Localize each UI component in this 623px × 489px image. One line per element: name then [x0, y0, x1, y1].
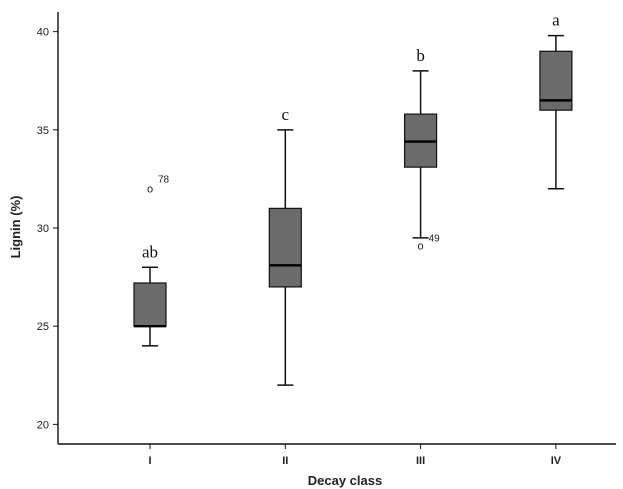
- significance-letter: c: [282, 105, 290, 124]
- x-tick-label: IV: [551, 455, 562, 467]
- y-tick-label: 30: [37, 223, 49, 235]
- box-group: b o 49: [404, 46, 441, 253]
- outlier-label: 49: [429, 234, 441, 245]
- iqr-box: [268, 207, 302, 288]
- significance-letter: b: [416, 46, 425, 65]
- box-group: a: [539, 11, 573, 190]
- y-tick-label: 20: [37, 419, 49, 431]
- x-tick-label: I: [148, 455, 151, 467]
- significance-letter: ab: [142, 242, 158, 261]
- box-group: c: [268, 105, 302, 386]
- y-tick-label: 35: [37, 125, 49, 137]
- y-tick-label: 40: [37, 27, 49, 39]
- outlier-label: 78: [158, 175, 170, 186]
- y-axis-title: Lignin (%): [8, 196, 23, 259]
- y-tick-label: 25: [37, 321, 49, 333]
- x-tick-label: III: [416, 455, 425, 467]
- chart-marks: ab o 78 c b o 49 a: [133, 11, 573, 386]
- x-tick-label: II: [282, 455, 288, 467]
- box-group: ab o 78: [133, 175, 170, 347]
- x-axis-title: Decay class: [308, 473, 382, 488]
- outlier-point: o: [418, 241, 424, 253]
- iqr-box: [133, 282, 167, 327]
- outlier-point: o: [147, 184, 153, 196]
- significance-letter: a: [552, 11, 560, 30]
